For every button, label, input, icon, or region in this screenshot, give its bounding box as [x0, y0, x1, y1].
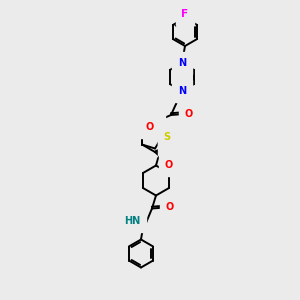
Text: N: N — [151, 117, 159, 127]
Text: F: F — [182, 9, 189, 19]
Text: N: N — [178, 86, 186, 96]
Text: N: N — [178, 58, 186, 68]
Text: N: N — [164, 140, 172, 149]
Text: O: O — [146, 122, 154, 133]
Text: O: O — [165, 160, 173, 170]
Text: HN: HN — [124, 217, 140, 226]
Text: O: O — [185, 109, 193, 119]
Text: S: S — [164, 132, 171, 142]
Text: O: O — [166, 202, 174, 212]
